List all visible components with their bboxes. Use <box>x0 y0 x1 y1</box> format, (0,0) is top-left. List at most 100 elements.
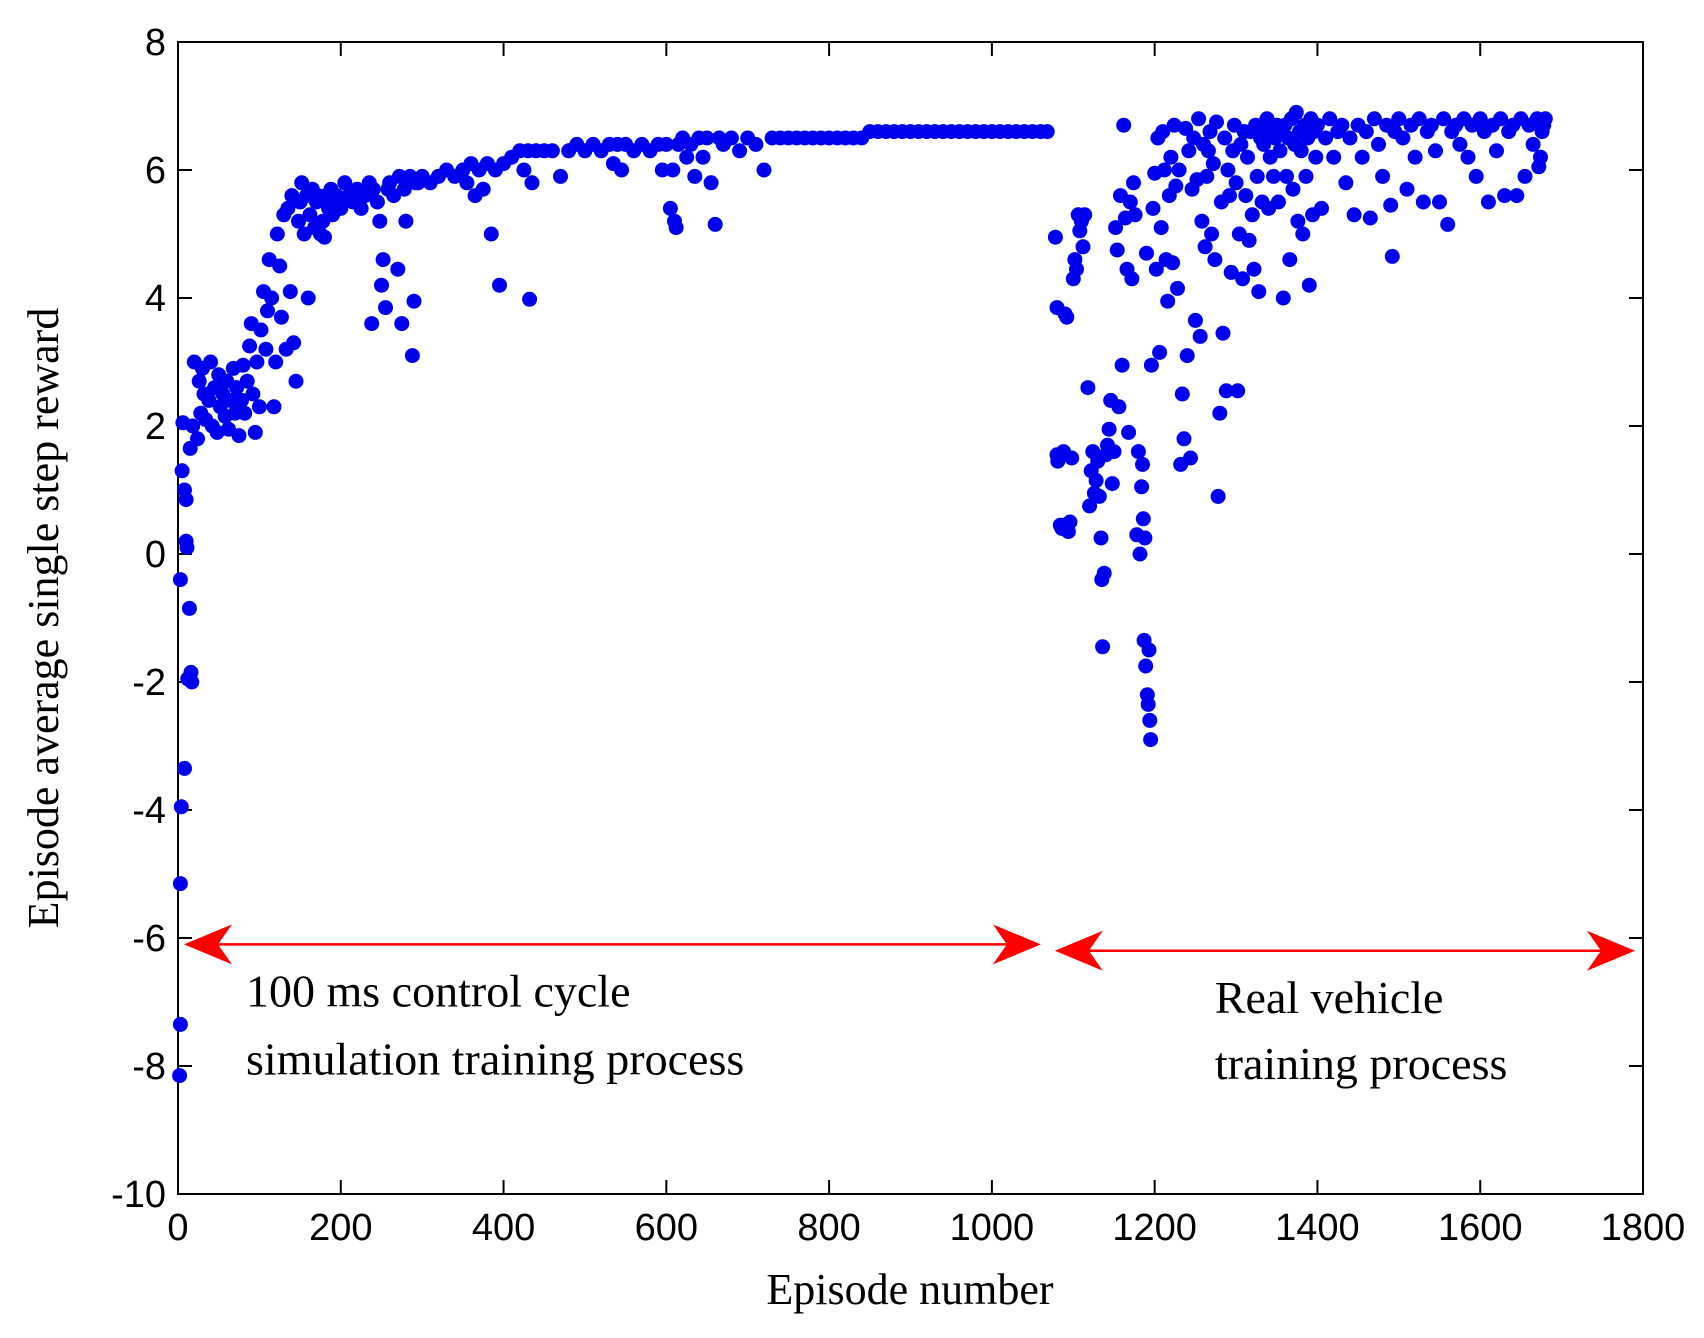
data-point <box>394 316 410 332</box>
data-point <box>1375 168 1391 184</box>
data-point <box>1047 229 1063 245</box>
y-tick-label: -2 <box>132 662 166 704</box>
data-point <box>1170 280 1185 296</box>
data-point <box>1517 168 1533 184</box>
data-point <box>1145 200 1161 216</box>
data-point <box>234 392 249 408</box>
data-point <box>1126 175 1141 191</box>
data-point <box>1290 213 1306 229</box>
data-point <box>300 290 316 306</box>
data-point <box>258 341 274 357</box>
data-point <box>1275 290 1291 306</box>
data-point <box>1415 194 1431 210</box>
data-point <box>1480 194 1496 210</box>
x-tick-label: 1000 <box>950 1207 1035 1249</box>
data-point <box>1293 143 1309 159</box>
annotation-simulation-phase-line: 100 ms control cycle <box>246 965 631 1016</box>
data-point <box>375 252 391 268</box>
data-point <box>185 418 201 434</box>
data-point <box>1218 383 1234 399</box>
data-point <box>524 175 540 191</box>
data-point <box>1199 168 1215 184</box>
data-point <box>1489 143 1504 159</box>
data-point <box>391 168 407 184</box>
data-point <box>1127 207 1143 223</box>
data-point <box>1135 456 1150 472</box>
data-point <box>1143 732 1159 748</box>
data-point <box>654 162 670 178</box>
data-point <box>1106 444 1122 460</box>
data-point <box>177 760 192 776</box>
data-point <box>1240 149 1255 165</box>
data-point <box>333 200 349 216</box>
data-point <box>242 338 258 354</box>
data-point <box>191 373 207 389</box>
data-point <box>404 348 420 364</box>
data-point <box>1460 149 1476 165</box>
data-point <box>1111 399 1127 415</box>
data-point <box>172 876 188 892</box>
data-point <box>1266 168 1281 184</box>
data-point <box>1197 239 1213 255</box>
data-point <box>1222 188 1237 204</box>
data-point <box>1075 239 1091 255</box>
data-point <box>1383 197 1399 213</box>
data-point <box>1155 124 1171 140</box>
y-tick-label: 2 <box>145 406 166 448</box>
data-point <box>374 277 389 293</box>
x-tick-label: 1800 <box>1601 1207 1686 1249</box>
data-point <box>1137 530 1153 546</box>
data-point <box>184 674 200 690</box>
data-point <box>1132 546 1148 562</box>
data-point <box>1121 424 1137 440</box>
data-point <box>553 168 568 184</box>
data-point <box>1342 130 1358 146</box>
data-point <box>614 162 630 178</box>
data-point <box>369 194 385 210</box>
data-point <box>390 261 406 277</box>
data-point <box>1181 143 1197 159</box>
y-axis-title: Episode average single step reward <box>19 308 68 929</box>
data-point <box>1256 136 1272 152</box>
data-point <box>272 258 288 274</box>
data-point <box>1080 380 1096 396</box>
plot-frame <box>177 41 1644 1195</box>
data-point <box>223 392 239 408</box>
arrow-head-right <box>992 924 1041 965</box>
data-point <box>1411 111 1427 127</box>
annotation-real-vehicle-phase-line: training process <box>1215 1038 1508 1089</box>
y-tick-label: 8 <box>145 22 166 64</box>
arrow-simulation-phase <box>184 924 1041 965</box>
phase-arrows <box>184 924 1635 971</box>
data-point <box>1391 111 1407 127</box>
data-point <box>1346 207 1362 223</box>
data-point <box>1251 284 1267 300</box>
data-point <box>1204 226 1220 242</box>
data-point <box>317 229 332 245</box>
data-point <box>264 290 280 306</box>
data-point <box>1468 168 1484 184</box>
y-tick-label: 6 <box>145 150 166 192</box>
data-point <box>662 200 678 216</box>
data-point <box>687 168 703 184</box>
data-point <box>1171 162 1187 178</box>
data-point <box>1249 168 1265 184</box>
data-point <box>1384 248 1400 264</box>
data-point <box>1148 261 1164 277</box>
data-point <box>364 316 380 332</box>
annotation-simulation-phase-line: simulation training process <box>246 1033 744 1084</box>
data-point <box>245 386 261 402</box>
data-point <box>253 322 269 338</box>
data-point <box>1354 149 1370 165</box>
x-tick-label: 1600 <box>1438 1207 1523 1249</box>
data-point <box>475 181 491 197</box>
data-point <box>1152 344 1168 360</box>
data-point <box>699 130 715 146</box>
data-point <box>1104 476 1120 492</box>
data-point <box>237 405 253 421</box>
data-point <box>1233 136 1249 152</box>
data-point <box>1135 511 1151 527</box>
data-point <box>665 162 681 178</box>
data-point <box>1192 328 1208 344</box>
